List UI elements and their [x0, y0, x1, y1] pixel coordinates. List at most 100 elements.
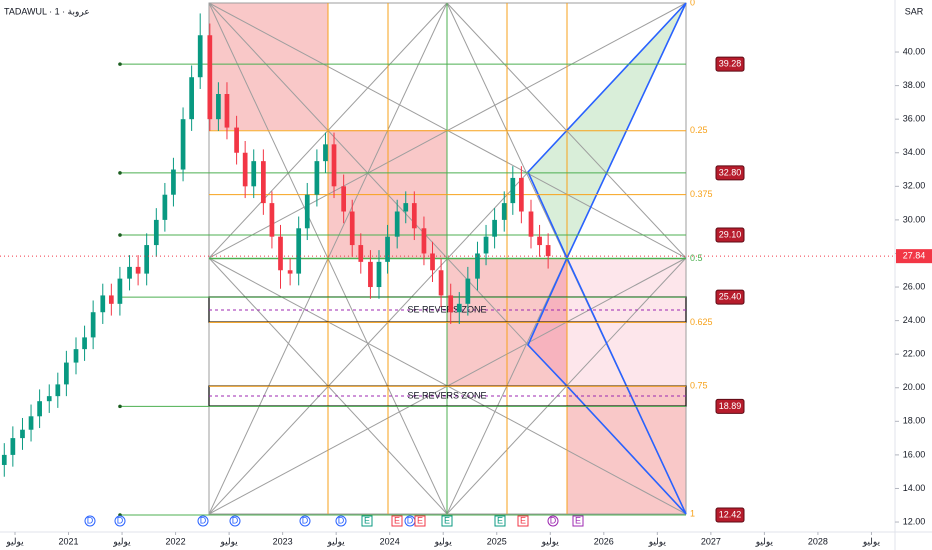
- event-marker[interactable]: [391, 515, 403, 527]
- candle-body: [323, 144, 328, 162]
- event-marker[interactable]: [335, 515, 347, 527]
- x-tick-label: يوليو: [327, 536, 346, 547]
- candle-body: [421, 228, 427, 254]
- candle-body: [430, 253, 435, 271]
- fib-label: 0.375: [690, 189, 713, 199]
- candle-body: [438, 270, 444, 296]
- event-label: D: [338, 515, 345, 525]
- event-marker[interactable]: [414, 515, 426, 527]
- fib-label: 1: [690, 508, 695, 518]
- level-label: 29.10: [719, 229, 742, 239]
- y-tick-label: 16.00: [903, 449, 926, 459]
- candle-body: [341, 186, 347, 212]
- candle-body: [278, 236, 283, 271]
- fib-label: 0: [690, 0, 695, 7]
- candle-body: [358, 245, 364, 262]
- level-anchor: [118, 233, 122, 237]
- candle-body: [242, 152, 248, 187]
- candle-body: [304, 194, 310, 229]
- level-badge: [715, 165, 745, 181]
- y-tick-label: 14.00: [903, 483, 926, 493]
- candle-body: [411, 203, 417, 229]
- event-label: E: [444, 515, 450, 525]
- x-tick-label: 2026: [594, 536, 614, 546]
- event-marker[interactable]: [299, 515, 311, 527]
- candle-body: [331, 144, 337, 187]
- candle-body: [456, 303, 462, 313]
- candle-body: [64, 362, 69, 385]
- x-tick-label: 2028: [808, 536, 828, 546]
- event-marker[interactable]: [114, 515, 126, 527]
- level-anchor: [118, 62, 122, 66]
- candle-body: [28, 416, 34, 430]
- x-tick-label: يوليو: [434, 536, 453, 547]
- candle-body: [144, 245, 150, 274]
- candle-body: [269, 203, 275, 237]
- level-label: 25.40: [719, 291, 742, 301]
- candle-body: [314, 161, 320, 195]
- event-marker[interactable]: [361, 515, 373, 527]
- level-label: 39.28: [719, 58, 742, 68]
- candle-body: [46, 396, 52, 402]
- candle-body: [394, 211, 400, 237]
- candle-body: [385, 236, 390, 262]
- event-marker[interactable]: [517, 515, 529, 527]
- candle-body: [153, 219, 159, 246]
- candle-body: [403, 203, 409, 212]
- candle-body: [189, 77, 194, 120]
- event-label: D: [87, 515, 94, 525]
- candle-body: [20, 429, 25, 439]
- candle-body: [73, 349, 79, 363]
- candle-body: [234, 127, 239, 153]
- y-tick-label: 30.00: [903, 214, 926, 224]
- x-tick-label: 2025: [487, 536, 507, 546]
- candle-body: [261, 161, 266, 204]
- event-marker[interactable]: [547, 515, 559, 527]
- level-badge: [715, 56, 745, 72]
- x-tick-label: يوليو: [755, 536, 774, 547]
- y-tick-label: 40.00: [903, 46, 926, 56]
- x-tick-label: يوليو: [862, 536, 881, 547]
- level-label: 12.42: [719, 509, 742, 519]
- event-label: E: [364, 515, 370, 525]
- event-marker[interactable]: [229, 515, 241, 527]
- x-tick-label: 2022: [166, 536, 186, 546]
- candle-body: [171, 169, 176, 195]
- y-tick-label: 18.00: [903, 416, 926, 426]
- event-marker[interactable]: [494, 515, 506, 527]
- candle-body: [224, 94, 230, 128]
- y-tick-label: 32.00: [903, 181, 926, 191]
- event-marker[interactable]: [441, 515, 453, 527]
- candle-body: [180, 119, 186, 170]
- plot-layer: 39.28 32.80 29.10 25.40 18.89 12.42 0 0.25 0.375…: [1, 0, 745, 523]
- candle-body: [207, 35, 213, 120]
- x-tick-label: يوليو: [112, 536, 131, 547]
- event-marker[interactable]: [572, 515, 584, 527]
- y-tick-label: 20.00: [903, 382, 926, 392]
- fib-label: 0.25: [690, 125, 708, 135]
- candle-body: [135, 266, 141, 274]
- candle-body: [216, 94, 221, 120]
- x-tick-label: يوليو: [5, 536, 24, 547]
- currency-label: SAR: [905, 6, 924, 16]
- candle-body: [475, 253, 480, 279]
- event-marker[interactable]: [197, 515, 209, 527]
- y-tick-label: 26.00: [903, 281, 926, 291]
- event-label: E: [520, 515, 526, 525]
- y-tick-label: 36.00: [903, 114, 926, 124]
- event-marker[interactable]: [84, 515, 96, 527]
- x-tick-label: 2027: [701, 536, 721, 546]
- candle-body: [55, 384, 61, 397]
- candle-body: [519, 177, 524, 212]
- chart-title: TADAWUL · 1 · عروبة: [4, 6, 90, 17]
- candle-body: [197, 35, 203, 78]
- event-label: D: [407, 515, 414, 525]
- candle-body: [100, 295, 106, 313]
- candle-body: [465, 278, 471, 304]
- event-label: D: [117, 515, 124, 525]
- fib-label: 0.5: [690, 253, 703, 263]
- y-tick-label: 34.00: [903, 147, 926, 157]
- candle-body: [483, 236, 489, 254]
- level-badge: [715, 398, 745, 414]
- candle-body: [528, 211, 534, 237]
